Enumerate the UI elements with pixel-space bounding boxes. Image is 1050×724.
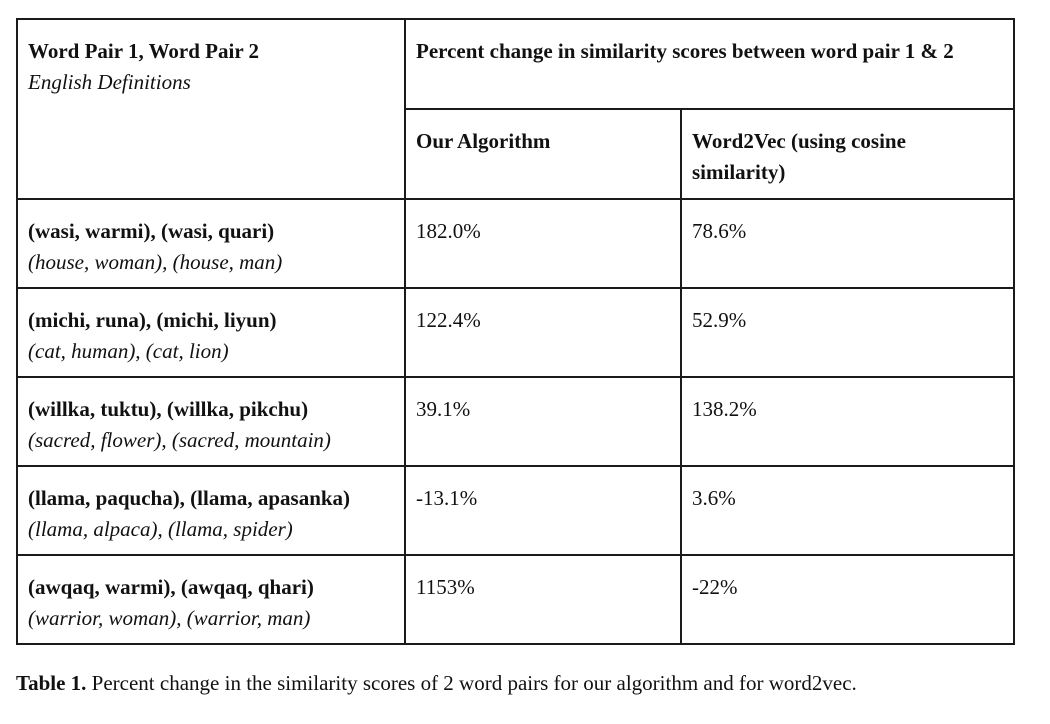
word-pairs: (awqaq, warmi), (awqaq, qhari) [28,575,314,599]
english-definitions: (house, woman), (house, man) [28,250,283,274]
word2vec-value: 138.2% [679,376,1016,467]
subheader-row: Our Algorithm Word2Vec (using cosine sim… [17,108,1016,200]
word-pairs: (wasi, warmi), (wasi, quari) [28,219,275,243]
header-our-algorithm: Our Algorithm [416,129,551,153]
word-pairs: (michi, runa), (michi, liyun) [28,308,277,332]
word-pair-cell: (llama, paqucha), (llama, apasanka) (lla… [16,465,406,556]
caption-text: Percent change in the similarity scores … [86,671,857,695]
word-pair-cell: (willka, tuktu), (willka, pikchu) (sacre… [16,376,406,467]
results-table: Word Pair 1, Word Pair 2 English Definit… [16,18,1016,645]
header-word2vec: Word2Vec (using cosine similarity) [692,129,906,184]
header-percent-change-title: Percent change in similarity scores betw… [416,39,954,63]
our-algorithm-value: 182.0% [404,198,682,289]
header-row: Word Pair 1, Word Pair 2 English Definit… [16,18,1016,200]
header-percent-change-cell: Percent change in similarity scores betw… [403,18,1016,110]
our-algorithm-value: 39.1% [404,376,682,467]
word2vec-value: -22% [679,554,1016,645]
word2vec-value: 78.6% [679,198,1016,289]
header-word2vec-cell: Word2Vec (using cosine similarity) [679,108,1016,200]
caption-label: Table 1. [16,671,87,695]
table-row: (awqaq, warmi), (awqaq, qhari) (warrior,… [16,554,1016,645]
english-definitions: (sacred, flower), (sacred, mountain) [28,428,331,452]
our-algorithm-value: 122.4% [404,287,682,378]
table-row: (llama, paqucha), (llama, apasanka) (lla… [16,465,1016,556]
word-pair-cell: (wasi, warmi), (wasi, quari) (house, wom… [16,198,406,289]
english-definitions: (warrior, woman), (warrior, man) [28,606,311,630]
header-word-pairs-title: Word Pair 1, Word Pair 2 [28,39,260,63]
word-pair-cell: (michi, runa), (michi, liyun) (cat, huma… [16,287,406,378]
our-algorithm-value: -13.1% [404,465,682,556]
table-row: (michi, runa), (michi, liyun) (cat, huma… [16,287,1016,378]
word-pairs: (llama, paqucha), (llama, apasanka) [28,486,351,510]
header-english-definitions: English Definitions [28,70,191,94]
word-pairs: (willka, tuktu), (willka, pikchu) [28,397,309,421]
table-row: (wasi, warmi), (wasi, quari) (house, wom… [16,198,1016,289]
word-pair-cell: (awqaq, warmi), (awqaq, qhari) (warrior,… [16,554,406,645]
table-caption: Table 1. Percent change in the similarit… [16,668,857,698]
english-definitions: (llama, alpaca), (llama, spider) [28,517,293,541]
our-algorithm-value: 1153% [404,554,682,645]
header-word-pairs-cell: Word Pair 1, Word Pair 2 English Definit… [16,18,406,200]
word2vec-value: 3.6% [679,465,1016,556]
word2vec-value: 52.9% [679,287,1016,378]
header-our-algorithm-cell: Our Algorithm [404,108,682,200]
english-definitions: (cat, human), (cat, lion) [28,339,229,363]
table-row: (willka, tuktu), (willka, pikchu) (sacre… [16,376,1016,467]
